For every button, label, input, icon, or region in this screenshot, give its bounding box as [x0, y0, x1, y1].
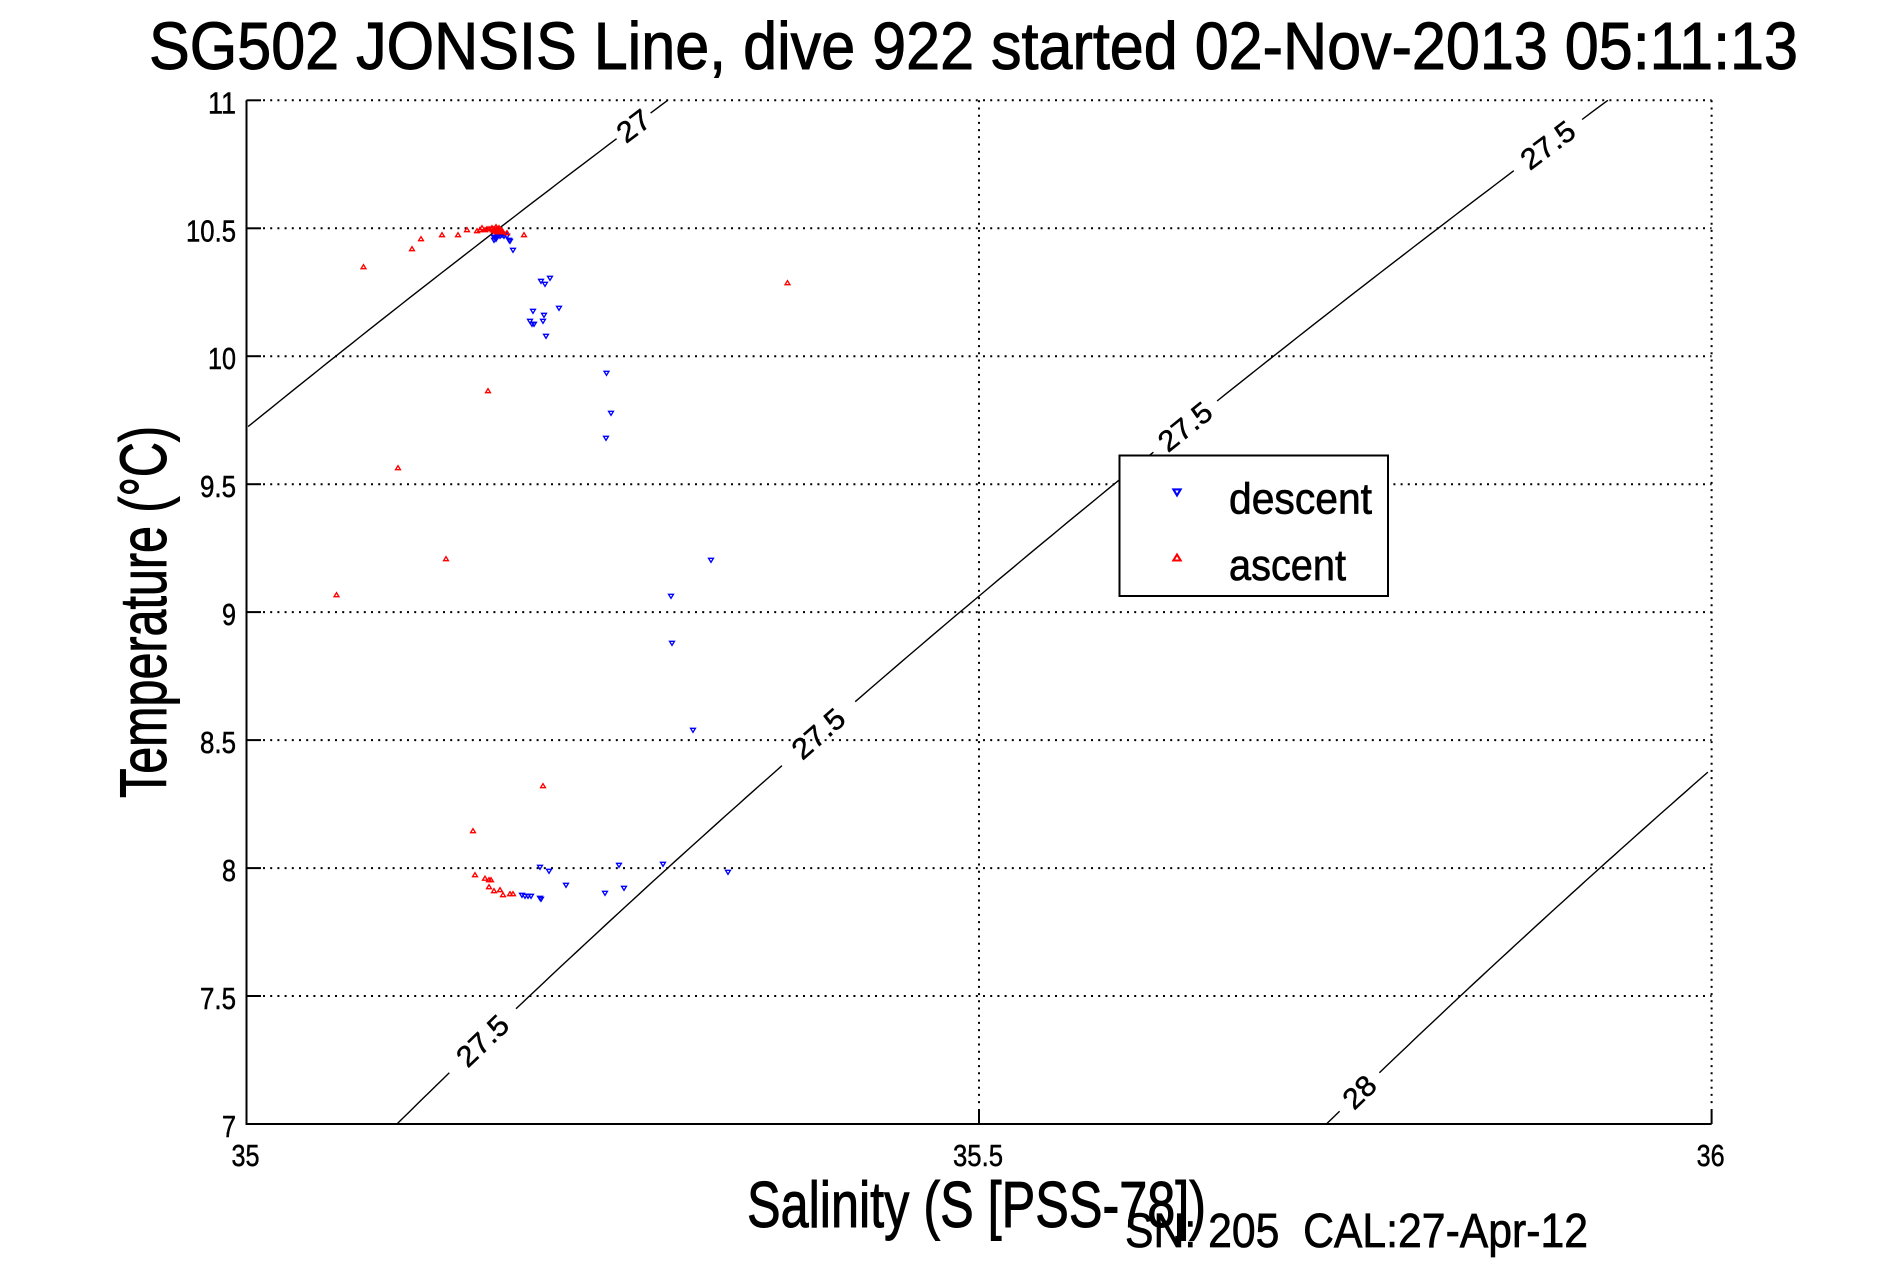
svg-text:11: 11 — [208, 85, 236, 120]
svg-text:7.5: 7.5 — [200, 981, 236, 1016]
svg-text:SG502 JONSIS Line, dive 922 st: SG502 JONSIS Line, dive 922 started 02-N… — [149, 9, 1798, 84]
svg-text:10: 10 — [208, 341, 236, 376]
svg-text:Temperature (°C): Temperature (°C) — [106, 426, 180, 798]
svg-text:7: 7 — [222, 1109, 236, 1144]
svg-text:35.5: 35.5 — [953, 1138, 1003, 1173]
svg-text:9.5: 9.5 — [200, 469, 236, 504]
svg-text:descent: descent — [1229, 475, 1372, 524]
svg-text:SN: 205 CAL:27-Apr-12: SN: 205 CAL:27-Apr-12 — [1125, 1205, 1588, 1258]
svg-text:36: 36 — [1697, 1138, 1725, 1173]
svg-text:35: 35 — [232, 1138, 260, 1173]
svg-text:9: 9 — [222, 597, 236, 632]
svg-text:8: 8 — [222, 853, 236, 888]
svg-text:Salinity (S [PSS-78]): Salinity (S [PSS-78]) — [747, 1168, 1206, 1241]
svg-text:10.5: 10.5 — [186, 213, 236, 248]
svg-text:ascent: ascent — [1229, 541, 1346, 590]
svg-text:8.5: 8.5 — [200, 725, 236, 760]
